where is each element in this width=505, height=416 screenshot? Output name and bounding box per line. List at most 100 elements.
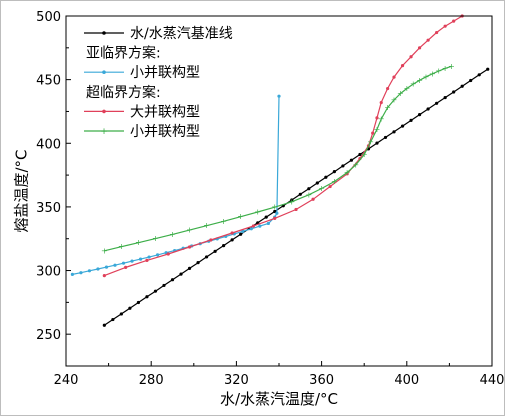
series-point-0 [486,67,490,71]
legend-swatch-marker [102,31,106,35]
legend-swatch-marker: + [100,127,108,137]
series-point-0 [400,124,405,128]
series-point-3: + [152,234,159,243]
series-point-3: + [135,238,142,247]
y-tick-label: 300 [36,265,61,280]
series-point-0 [204,255,209,259]
series-point-0 [417,113,422,117]
series-point-2 [392,75,396,79]
series-point-0 [477,73,481,77]
series-point-3: + [254,208,261,217]
series-point-1 [87,269,92,273]
series-point-2 [371,131,375,135]
series-point-2 [375,116,379,120]
series-point-2 [409,55,413,59]
series-point-3: + [403,84,410,93]
x-tick-label: 280 [139,373,164,388]
series-point-1 [277,94,281,98]
series-point-0 [264,215,268,219]
legend-swatch-marker [102,109,106,114]
series-point-1 [70,272,74,276]
series-point-3: + [361,150,368,159]
series-point-3: + [305,190,312,199]
series-point-2 [435,30,439,35]
y-tick-label: 350 [36,201,61,216]
series-point-3: + [288,197,295,206]
series-point-3: + [169,230,176,239]
series-point-3: + [220,217,227,226]
series-point-0 [383,135,388,140]
series-point-3: + [416,76,423,85]
series-point-3: + [186,226,193,235]
series-point-1 [155,253,160,257]
series-point-1 [275,211,279,215]
series-point-1 [249,227,253,231]
series-point-0 [128,306,132,310]
legend-label: 小并联构型 [130,65,200,81]
series-point-1 [96,267,100,271]
legend-header: 超临界方案: [86,84,161,101]
series-point-0 [213,249,217,253]
series-point-0 [119,312,123,316]
series-point-1 [130,259,134,263]
series-point-2 [452,19,456,23]
series-point-1 [113,263,117,267]
series-point-3: + [391,96,398,105]
series-point-3: + [429,69,436,78]
legend-swatch-marker [102,70,106,74]
series-point-3: + [237,212,244,221]
series-point-3: + [367,138,374,147]
series-layer: + + + + + + + ++++++++++++++++++ + + + + + + + [70,14,490,327]
series-point-2 [251,224,256,228]
series-point-2 [379,100,383,105]
series-point-2 [386,86,390,91]
series-point-2 [328,184,332,189]
x-tick-label: 440 [480,373,505,388]
legend-label: 水/水蒸汽基准线 [130,25,233,42]
series-point-3: + [397,89,404,98]
y-axis-title: 熔盐温度/°C [13,149,31,232]
legend-label: 小并联构型 [130,124,200,140]
series-point-0 [179,272,183,276]
series-point-0 [341,164,345,168]
series-point-0 [315,181,319,185]
series-line-0 [103,68,489,326]
series-point-1 [138,257,143,261]
series-point-0 [230,238,234,242]
y-tick-label: 500 [36,10,61,25]
series-point-0 [426,107,430,111]
series-point-0 [435,101,439,105]
series-point-2 [311,197,315,201]
series-point-1 [241,229,245,233]
series-point-0 [170,278,175,282]
series-point-3: + [378,115,385,124]
series-point-3: + [352,160,359,169]
series-point-0 [102,323,106,327]
series-point-3: + [410,80,417,89]
series-point-1 [258,224,262,228]
series-point-3: + [435,66,442,75]
series-point-1 [104,265,109,269]
series-point-3: + [118,242,125,251]
series-point-2 [294,207,298,212]
series-point-0 [332,170,336,174]
series-point-0 [307,187,311,191]
series-point-0 [145,295,149,299]
series-point-3: + [331,177,338,186]
series-point-3: + [442,64,449,73]
series-point-0 [298,192,302,196]
series-line-3 [104,65,452,252]
series-point-0 [358,152,362,157]
series-point-1 [266,221,270,226]
series-point-0 [273,209,277,214]
series-point-0 [153,289,158,293]
y-tick-label: 400 [36,137,61,152]
series-point-2 [209,238,213,242]
y-tick-label: 250 [36,328,61,343]
series-point-2 [417,46,422,50]
series-point-1 [147,255,151,259]
x-tick-label: 400 [394,373,419,388]
